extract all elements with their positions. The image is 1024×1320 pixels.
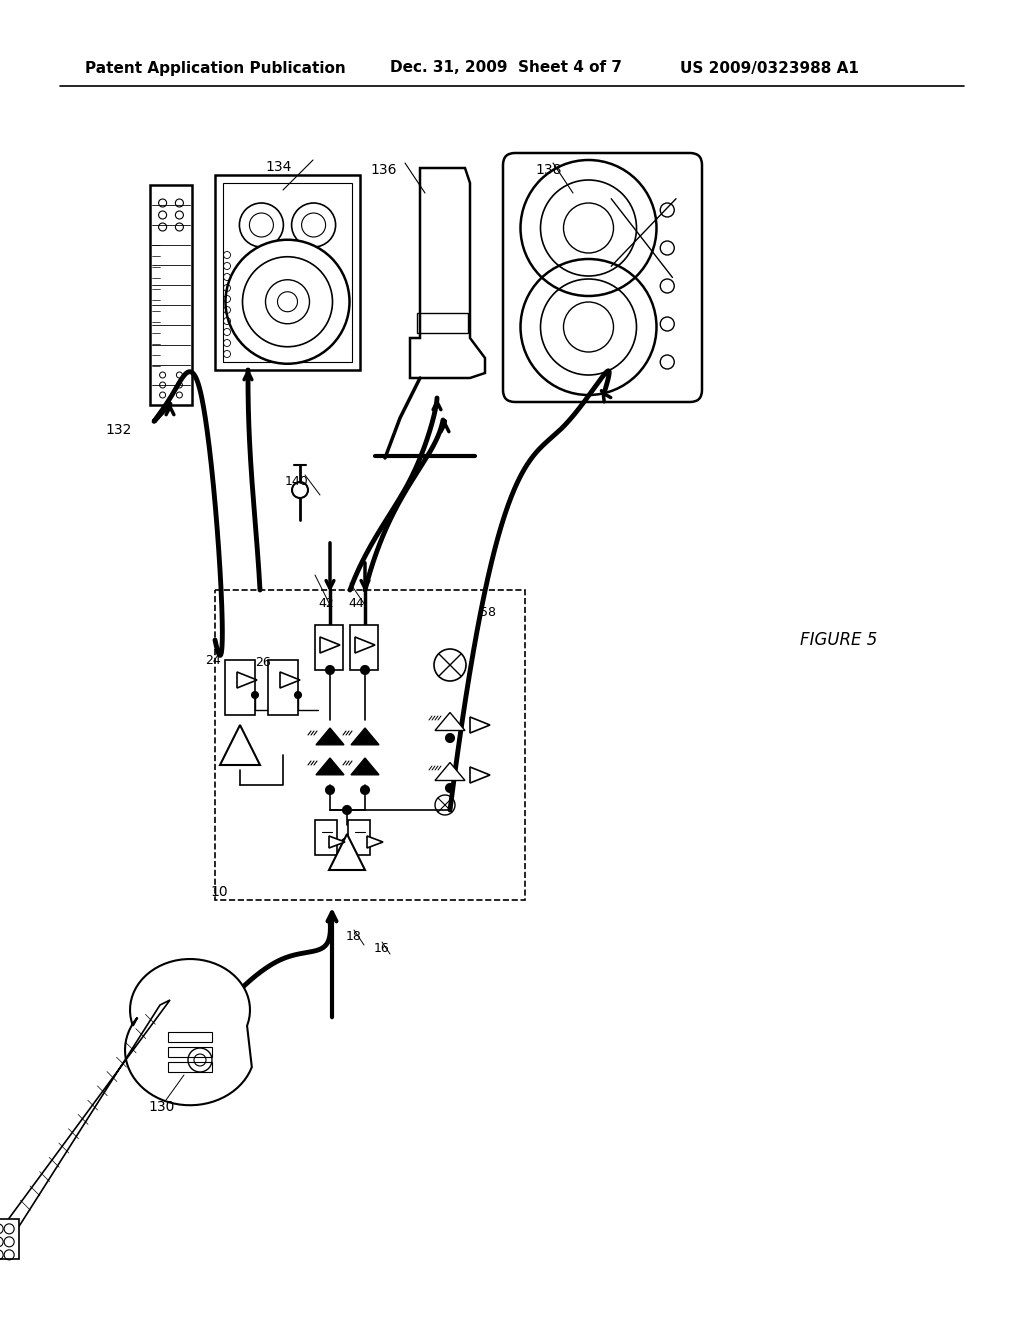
Polygon shape: [220, 725, 260, 766]
Bar: [168, 1063, 212, 1072]
Polygon shape: [316, 758, 344, 775]
Text: 130: 130: [148, 1100, 174, 1114]
Circle shape: [225, 240, 349, 364]
Bar: [315, 820, 337, 855]
Text: FIGURE 5: FIGURE 5: [800, 631, 878, 649]
Text: 136: 136: [370, 162, 396, 177]
Polygon shape: [355, 638, 375, 653]
Bar: [348, 820, 370, 855]
Circle shape: [343, 807, 351, 814]
Text: 26: 26: [255, 656, 270, 668]
Polygon shape: [237, 672, 257, 688]
Circle shape: [446, 784, 454, 792]
Polygon shape: [435, 713, 465, 730]
Circle shape: [342, 840, 348, 845]
Polygon shape: [410, 168, 485, 378]
Text: Patent Application Publication: Patent Application Publication: [85, 61, 346, 75]
Polygon shape: [351, 758, 379, 775]
Circle shape: [252, 692, 258, 698]
Bar: [0, 1218, 19, 1259]
Polygon shape: [280, 672, 300, 688]
Bar: [168, 1047, 212, 1057]
Text: 134: 134: [265, 160, 292, 174]
Polygon shape: [329, 836, 345, 847]
Polygon shape: [1, 1001, 170, 1238]
Bar: [168, 1032, 212, 1041]
Text: 42: 42: [318, 597, 334, 610]
Polygon shape: [316, 729, 344, 744]
Polygon shape: [470, 767, 490, 783]
Polygon shape: [367, 836, 383, 847]
Polygon shape: [319, 638, 340, 653]
Bar: [150, 185, 193, 405]
Bar: [268, 660, 298, 715]
Bar: [215, 590, 525, 900]
Circle shape: [295, 692, 301, 698]
Polygon shape: [351, 729, 379, 744]
Bar: [350, 624, 378, 671]
Text: 138: 138: [535, 162, 561, 177]
Circle shape: [361, 785, 369, 795]
Circle shape: [326, 785, 334, 795]
Circle shape: [361, 667, 369, 675]
Text: 58: 58: [480, 606, 496, 619]
Circle shape: [446, 734, 454, 742]
Text: 140: 140: [285, 475, 309, 488]
Polygon shape: [435, 763, 465, 780]
Polygon shape: [125, 960, 252, 1105]
Text: 24: 24: [205, 653, 221, 667]
Text: 10: 10: [210, 884, 227, 899]
Polygon shape: [329, 834, 365, 870]
Bar: [315, 624, 343, 671]
Text: Dec. 31, 2009  Sheet 4 of 7: Dec. 31, 2009 Sheet 4 of 7: [390, 61, 622, 75]
Bar: [417, 313, 468, 333]
Text: 16: 16: [374, 942, 390, 954]
Circle shape: [326, 667, 334, 675]
Text: 132: 132: [105, 422, 131, 437]
Bar: [223, 183, 352, 362]
Bar: [225, 660, 255, 715]
Text: US 2009/0323988 A1: US 2009/0323988 A1: [680, 61, 859, 75]
Polygon shape: [470, 717, 490, 733]
Text: 44: 44: [348, 597, 364, 610]
FancyBboxPatch shape: [503, 153, 702, 403]
Text: 18: 18: [346, 931, 361, 942]
Bar: [215, 176, 360, 370]
